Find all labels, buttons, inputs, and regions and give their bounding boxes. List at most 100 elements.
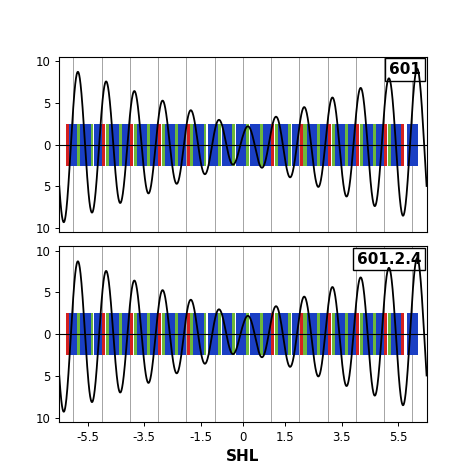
Bar xyxy=(175,124,178,145)
Bar xyxy=(165,145,176,165)
Bar xyxy=(81,313,91,334)
Bar xyxy=(292,145,300,165)
Bar xyxy=(137,334,148,355)
Bar xyxy=(348,313,356,334)
Bar xyxy=(236,334,246,355)
Bar xyxy=(373,313,376,334)
Bar xyxy=(263,334,271,355)
Bar xyxy=(307,334,317,355)
Bar xyxy=(388,145,392,165)
Bar xyxy=(328,313,331,334)
Bar xyxy=(303,334,307,355)
Bar xyxy=(307,124,317,145)
Bar xyxy=(66,334,69,355)
Bar xyxy=(328,124,331,145)
Bar xyxy=(328,334,331,355)
Bar xyxy=(345,124,348,145)
Bar xyxy=(332,313,335,334)
Bar xyxy=(191,313,194,334)
Bar xyxy=(102,124,105,145)
Bar xyxy=(335,124,346,145)
Bar xyxy=(122,145,130,165)
Bar xyxy=(106,145,109,165)
Bar xyxy=(250,334,261,355)
Bar xyxy=(162,334,165,355)
Bar xyxy=(236,145,246,165)
Bar xyxy=(191,334,194,355)
Bar xyxy=(147,313,150,334)
Bar xyxy=(193,124,204,145)
Bar xyxy=(179,145,186,165)
Bar xyxy=(102,313,105,334)
Bar xyxy=(288,313,291,334)
Bar xyxy=(165,124,176,145)
Bar xyxy=(162,145,165,165)
Bar xyxy=(272,313,274,334)
Bar xyxy=(300,313,302,334)
Bar xyxy=(158,145,161,165)
Bar xyxy=(246,145,249,165)
Bar xyxy=(388,313,392,334)
Bar xyxy=(175,334,178,355)
Bar xyxy=(260,313,263,334)
Bar xyxy=(345,334,348,355)
Bar xyxy=(134,124,137,145)
Bar xyxy=(320,124,328,145)
Bar xyxy=(193,334,204,355)
Bar xyxy=(91,124,93,145)
Bar xyxy=(137,313,148,334)
Bar xyxy=(300,145,302,165)
Bar xyxy=(208,334,219,355)
Bar xyxy=(119,145,122,165)
Bar xyxy=(401,145,404,165)
Bar xyxy=(130,124,133,145)
Bar xyxy=(222,145,232,165)
Bar xyxy=(232,145,235,165)
Bar xyxy=(222,124,232,145)
Bar xyxy=(77,145,80,165)
Bar xyxy=(360,334,363,355)
Bar xyxy=(158,313,161,334)
Bar xyxy=(246,334,249,355)
Bar xyxy=(137,145,148,165)
Bar xyxy=(292,334,300,355)
Bar xyxy=(401,124,404,145)
Bar xyxy=(109,313,119,334)
Bar xyxy=(356,124,359,145)
Bar xyxy=(208,124,219,145)
Bar xyxy=(407,145,419,165)
Bar xyxy=(94,334,101,355)
Bar xyxy=(384,145,387,165)
Bar xyxy=(391,145,402,165)
Bar xyxy=(345,313,348,334)
Bar xyxy=(179,124,186,145)
Bar xyxy=(179,313,186,334)
Bar xyxy=(260,334,263,355)
Bar xyxy=(307,313,317,334)
Bar xyxy=(288,334,291,355)
Bar xyxy=(360,124,363,145)
Bar xyxy=(150,313,158,334)
Bar xyxy=(360,313,363,334)
Bar xyxy=(317,334,319,355)
Bar xyxy=(162,313,165,334)
Bar xyxy=(250,124,261,145)
Bar xyxy=(77,124,80,145)
Bar xyxy=(335,313,346,334)
Bar xyxy=(384,334,387,355)
Bar xyxy=(407,313,419,334)
Bar xyxy=(130,313,133,334)
Bar xyxy=(232,334,235,355)
Bar xyxy=(81,334,91,355)
Bar xyxy=(66,145,69,165)
Bar xyxy=(300,334,302,355)
Bar xyxy=(391,313,402,334)
Bar xyxy=(388,334,392,355)
Bar xyxy=(222,334,232,355)
Bar xyxy=(292,124,300,145)
Bar xyxy=(91,145,93,165)
Bar xyxy=(278,334,289,355)
Bar xyxy=(162,124,165,145)
Bar xyxy=(363,313,374,334)
Bar xyxy=(69,145,77,165)
